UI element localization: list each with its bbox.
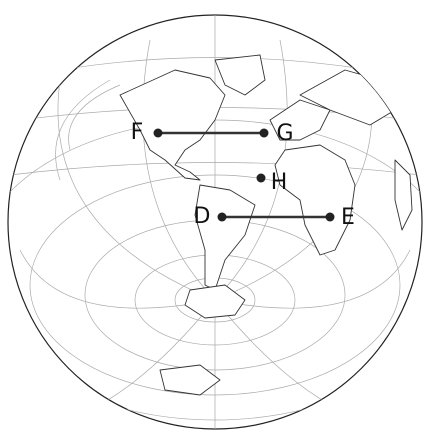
point-marker: [259, 128, 269, 138]
landmasses: [119, 54, 413, 396]
point-label: D: [194, 204, 211, 229]
point-marker: [153, 128, 163, 138]
point-label: F: [131, 120, 144, 145]
point-marker: [325, 212, 335, 222]
point-label: H: [271, 170, 288, 195]
point-marker: [217, 212, 227, 222]
points: F GH D E: [131, 120, 355, 230]
point-label: E: [341, 205, 355, 230]
point-marker: [256, 173, 266, 183]
point-label: G: [276, 121, 293, 146]
